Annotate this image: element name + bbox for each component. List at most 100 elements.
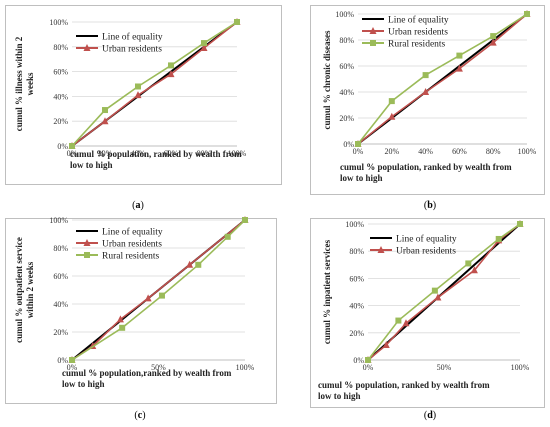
legend-marker-triangle	[83, 44, 91, 51]
y-tick-label: 100%	[49, 216, 68, 225]
panel-letter: (a)	[132, 200, 144, 211]
legend-marker-square	[84, 252, 90, 258]
x-axis-title: cumul % population, ranked by wealth fro…	[70, 149, 242, 170]
legend-entry: Urban residents	[102, 45, 162, 55]
data-point-square	[524, 11, 530, 17]
x-tick-label: 40%	[418, 147, 433, 156]
data-point-square	[365, 357, 371, 363]
y-tick-label: 0%	[57, 142, 68, 151]
data-point-triangle	[382, 341, 390, 349]
y-tick-label: 80%	[53, 244, 68, 253]
legend-entry: Line of equality	[102, 32, 163, 43]
data-point-triangle	[186, 260, 194, 268]
data-point-triangle	[200, 44, 208, 52]
x-tick-label: 20%	[98, 149, 113, 158]
data-point-triangle	[470, 266, 478, 274]
data-point-triangle	[388, 112, 396, 120]
series-line-2	[71, 21, 238, 147]
data-point-square	[158, 292, 165, 299]
data-point-triangle	[144, 294, 152, 302]
x-axis-title: cumul % population, ranked by wealth fro…	[318, 380, 490, 401]
data-point-square	[388, 98, 395, 105]
y-tick-label: 20%	[349, 329, 364, 338]
x-tick-label: 40%	[131, 149, 146, 158]
chart-panel-c: 0% 20% 40% 60% 80% 100% 0% 50% 100% Line of equal…	[14, 216, 255, 421]
y-tick-label: 60%	[349, 274, 364, 283]
x-tick-label: 100%	[228, 149, 247, 158]
legend-marker-triangle	[83, 239, 91, 246]
y-tick-label: 60%	[53, 272, 68, 281]
y-tick-label: 80%	[349, 247, 364, 256]
data-point-square	[224, 233, 231, 240]
x-tick-label: 0%	[353, 147, 364, 156]
data-point-square	[102, 107, 108, 114]
x-tick-label: 50%	[437, 363, 452, 372]
data-point-triangle	[422, 88, 430, 95]
data-point-triangle	[489, 38, 497, 46]
data-point-square	[234, 19, 240, 25]
data-point-triangle	[402, 319, 410, 327]
series-line-0	[357, 13, 528, 145]
y-tick-label: 100%	[49, 18, 68, 27]
y-tick-label: 20%	[339, 114, 354, 123]
legend-marker-triangle	[377, 246, 385, 253]
legend-entry: Urban residents	[102, 240, 162, 250]
x-tick-label: 0%	[363, 363, 374, 372]
x-tick-label: 100%	[236, 363, 255, 372]
data-point-square	[195, 261, 202, 268]
y-axis-title: cumul % chronic diseases	[322, 30, 332, 130]
legend-entry: Line of equality	[102, 227, 163, 238]
x-tick-label: 50%	[151, 363, 166, 372]
y-tick-label: 40%	[53, 92, 68, 101]
data-point-square	[495, 235, 502, 242]
data-point-triangle	[134, 91, 142, 99]
y-axis-title: cumul % outpatient servicewithin 2 weeks	[14, 237, 35, 343]
data-point-triangle	[101, 117, 109, 125]
panel-letter: (b)	[424, 200, 436, 211]
x-tick-label: 100%	[511, 363, 530, 372]
y-tick-label: 20%	[53, 328, 68, 337]
chart-panel-d: 0% 20% 40% 60% 80% 100% 0% 50% 100% Line of equal…	[318, 220, 530, 421]
panel-b-frame	[310, 5, 545, 195]
series-line-1	[357, 13, 528, 145]
x-tick-label: 60%	[452, 147, 467, 156]
data-point-square	[517, 221, 523, 227]
y-tick-label: 60%	[53, 68, 68, 77]
data-point-square	[242, 217, 248, 223]
legend-marker-triangle	[369, 27, 377, 34]
legend-entry: Rural residents	[388, 40, 446, 50]
data-point-square	[69, 357, 75, 363]
y-tick-label: 40%	[349, 302, 364, 311]
x-axis-title: cumul % population, ranked by wealth fro…	[340, 162, 512, 183]
x-tick-label: 80%	[197, 149, 212, 158]
data-point-square	[135, 83, 141, 90]
data-point-triangle	[167, 70, 175, 78]
panel-d-frame	[310, 218, 545, 408]
y-tick-label: 40%	[339, 88, 354, 97]
x-tick-label: 0%	[67, 363, 78, 372]
data-point-square	[465, 260, 472, 267]
data-point-triangle	[455, 64, 463, 72]
y-tick-label: 100%	[345, 220, 364, 229]
y-tick-label: 60%	[339, 62, 354, 71]
legend-entry: Line of equality	[388, 15, 449, 26]
y-tick-label: 0%	[57, 356, 68, 365]
x-tick-label: 80%	[486, 147, 501, 156]
x-axis-title: cumul % population,ranked by wealth from…	[62, 368, 232, 389]
data-point-square	[168, 62, 174, 69]
x-tick-label: 60%	[164, 149, 179, 158]
legend-entry: Urban residents	[388, 28, 448, 38]
y-axis-title: cumul % inpatient services	[322, 239, 332, 344]
data-point-square	[201, 40, 207, 47]
legend-entry: Line of equality	[396, 234, 457, 245]
legend-entry: Urban residents	[396, 247, 456, 257]
y-tick-label: 80%	[339, 36, 354, 45]
panel-letter: (c)	[134, 410, 145, 421]
x-tick-label: 0%	[67, 149, 78, 158]
data-point-square	[69, 143, 75, 149]
legend-entry: Rural residents	[102, 252, 160, 262]
panel-letter: (d)	[424, 410, 436, 421]
data-point-square	[395, 317, 402, 324]
data-point-square	[422, 72, 429, 79]
series-line-2	[367, 223, 521, 361]
